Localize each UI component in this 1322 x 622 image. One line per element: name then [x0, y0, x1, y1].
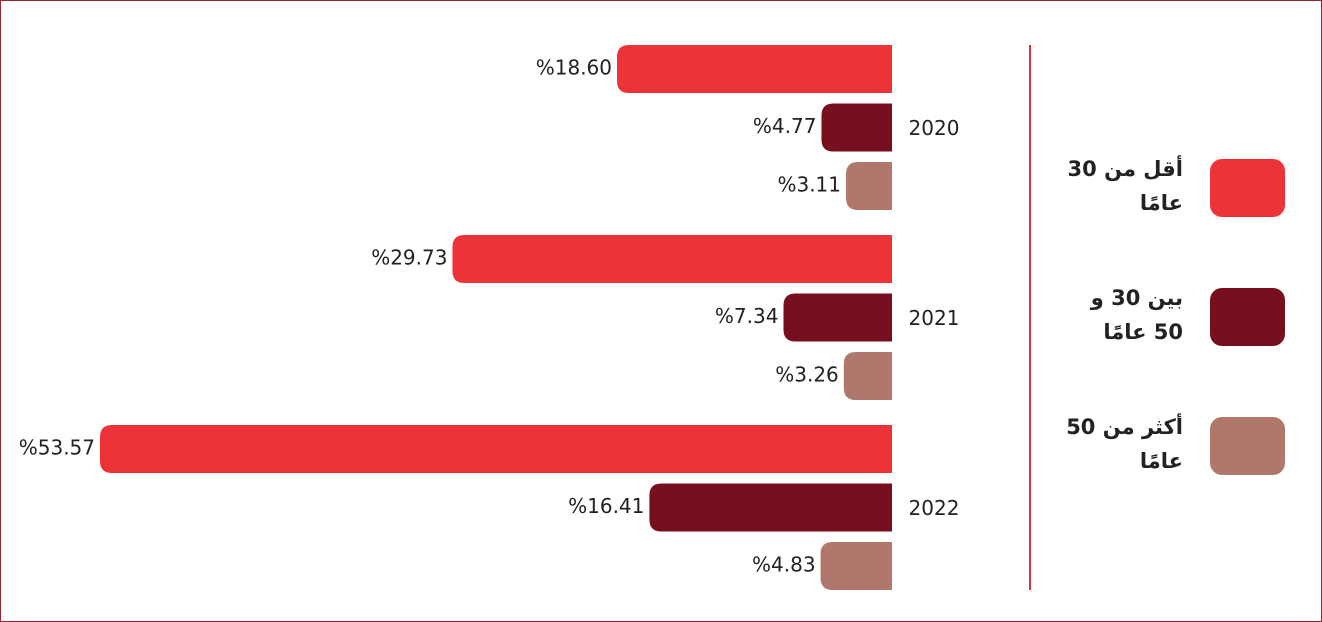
value-label: %16.41: [568, 494, 644, 518]
bar: [846, 162, 892, 210]
category-label: 2021: [909, 306, 960, 330]
legend-swatch: [1210, 288, 1285, 346]
value-label: %3.26: [775, 363, 839, 387]
legend-item: أقل من 30 عامًا: [1067, 157, 1183, 215]
bar: [783, 293, 892, 342]
legend-item: أكثر من 50 عامًا: [1066, 415, 1183, 473]
legend-label: أقل من 30 عامًا: [1067, 157, 1183, 215]
value-label: %7.34: [715, 304, 779, 328]
bar: [649, 483, 892, 532]
legend-label: أكثر من 50 عامًا: [1066, 415, 1183, 473]
value-label: %29.73: [371, 246, 447, 270]
value-label: %4.77: [753, 114, 817, 138]
legend-item: بين 30 و 50 عامًا: [1090, 286, 1183, 344]
value-label: %53.57: [19, 436, 95, 460]
legend-swatch: [1210, 417, 1285, 475]
bar: [843, 352, 892, 400]
bar: [617, 45, 892, 93]
bar: [820, 542, 892, 590]
legend-swatch: [1210, 159, 1285, 217]
value-label: %18.60: [536, 56, 612, 80]
bar: [821, 103, 892, 152]
category-label: 2022: [909, 496, 960, 520]
legend-label: بين 30 و 50 عامًا: [1090, 286, 1183, 344]
bar: [100, 425, 892, 473]
value-label: %3.11: [777, 173, 841, 197]
value-label: %4.83: [752, 553, 816, 577]
category-label: 2020: [909, 116, 960, 140]
bar: [452, 235, 892, 283]
